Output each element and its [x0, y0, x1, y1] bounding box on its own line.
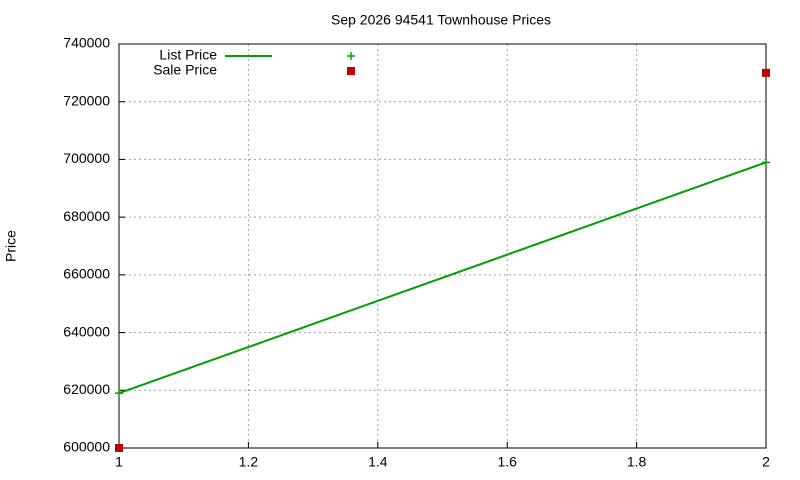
legend-label: List Price: [159, 47, 217, 63]
y-tick-label: 680000: [63, 208, 110, 224]
x-tick-label: 1: [115, 454, 123, 470]
legend-marker: [347, 52, 355, 60]
legend-marker: [347, 67, 355, 75]
x-tick-label: 1.2: [239, 454, 259, 470]
x-tick-label: 2: [762, 454, 770, 470]
plot-frame: [118, 43, 767, 449]
y-tick-label: 700000: [63, 150, 110, 166]
y-tick-label: 720000: [63, 92, 110, 108]
legend-label: Sale Price: [153, 62, 217, 78]
x-tick-label: 1.4: [368, 454, 388, 470]
y-tick-label: 640000: [63, 323, 110, 339]
point: [115, 444, 123, 452]
y-tick-label: 620000: [63, 381, 110, 397]
y-axis-label: Price: [3, 230, 19, 262]
y-tick-label: 660000: [63, 266, 110, 282]
point: [115, 389, 123, 398]
point: [762, 158, 770, 167]
point: [762, 68, 770, 77]
x-tick-label: 1.8: [627, 454, 647, 470]
chart-title: Sep 2026 94541 Townhouse Prices: [331, 12, 551, 28]
y-tick-label: 600000: [63, 439, 110, 455]
y-tick-label: 740000: [63, 35, 110, 51]
series-line: [118, 161, 767, 395]
x-tick-label: 1.6: [497, 454, 517, 470]
